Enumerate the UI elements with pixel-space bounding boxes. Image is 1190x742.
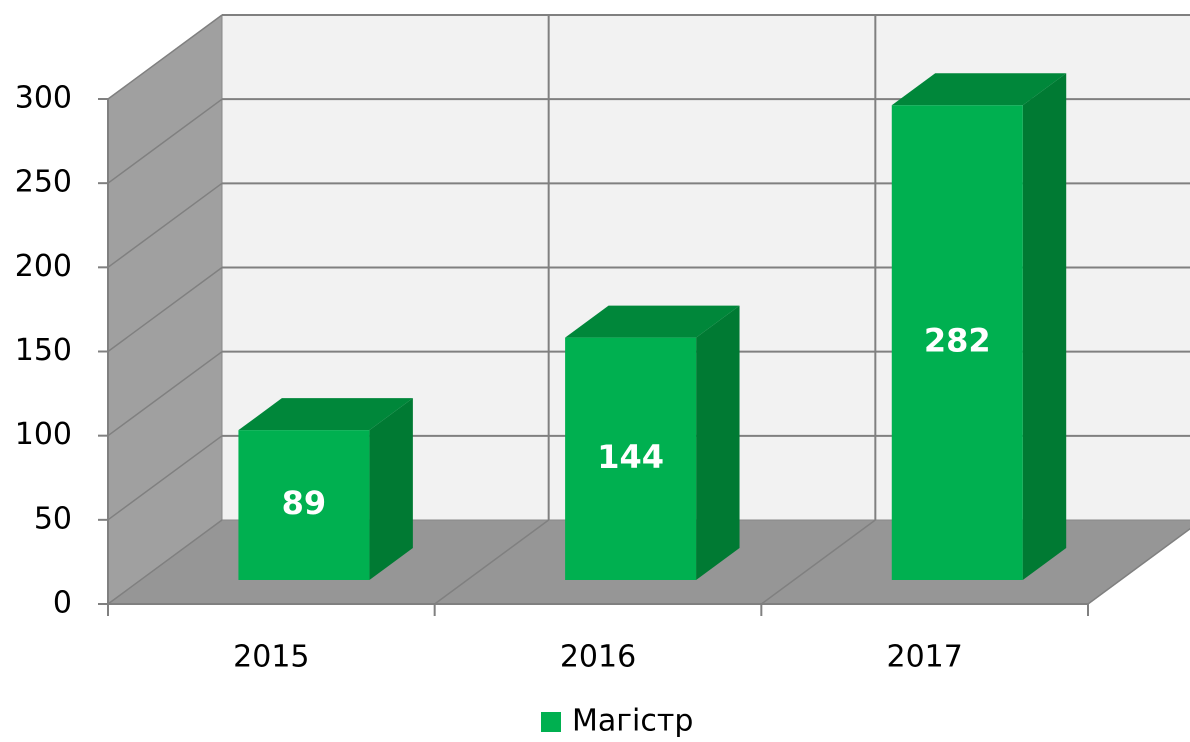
grid-line: [107, 266, 223, 353]
grid-line: [107, 351, 223, 437]
floor-line: [107, 519, 223, 605]
bar-side: [1022, 73, 1067, 580]
grid-line: [107, 435, 223, 521]
value-label: 282: [924, 322, 991, 360]
legend-swatch: [541, 712, 561, 732]
bar-top: [565, 305, 740, 338]
y-tick-label: 200: [15, 249, 72, 284]
grid-line: [107, 98, 223, 184]
x-tick-label: 2015: [233, 640, 309, 675]
value-label: 89: [282, 484, 327, 522]
floor-line: [434, 519, 550, 605]
floor-line: [1087, 527, 1190, 605]
bar: [891, 105, 1023, 580]
y-tick-label: 100: [15, 417, 72, 452]
y-tick-label: 0: [53, 586, 72, 621]
y-tick-label: 300: [15, 81, 72, 116]
grid-line: [107, 14, 223, 100]
y-tick-label: 150: [15, 333, 72, 368]
value-label: 144: [597, 438, 664, 476]
bar: [565, 337, 697, 580]
legend-label: Магістр: [572, 704, 693, 739]
y-tick-label: 250: [15, 165, 72, 200]
grid-line: [107, 182, 223, 268]
bar: [238, 430, 370, 580]
floor-line: [760, 519, 876, 605]
x-tick-label: 2017: [886, 640, 962, 675]
bar-side: [696, 305, 740, 580]
bar-top: [891, 73, 1067, 106]
bar-side: [369, 398, 413, 580]
bar-top: [238, 398, 413, 431]
x-tick-label: 2016: [560, 640, 636, 675]
y-tick-label: 50: [34, 501, 72, 536]
